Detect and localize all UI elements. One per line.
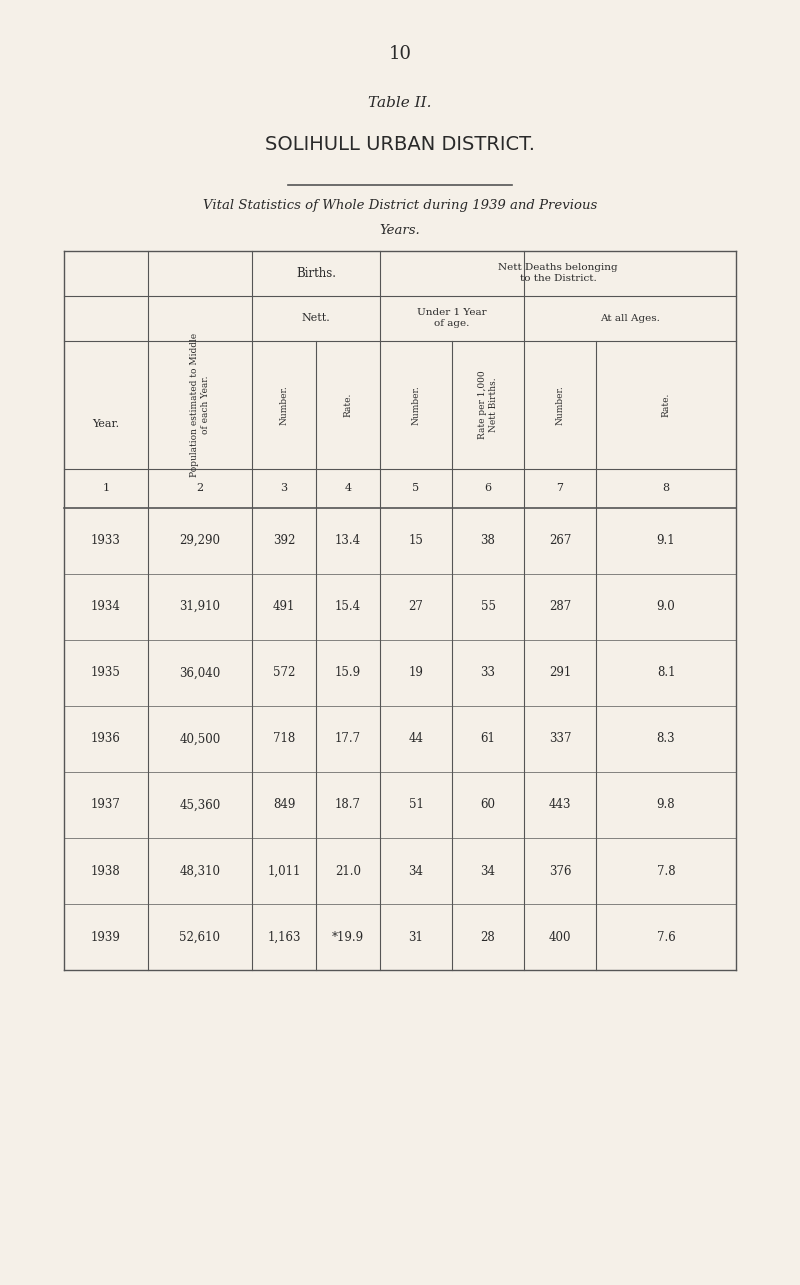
Text: Births.: Births. (296, 266, 336, 280)
Text: 10: 10 (389, 45, 411, 63)
Text: At all Ages.: At all Ages. (600, 314, 660, 323)
Text: 40,500: 40,500 (179, 732, 221, 745)
Text: 5: 5 (413, 483, 419, 493)
Text: 17.7: 17.7 (335, 732, 361, 745)
Text: 19: 19 (409, 667, 423, 680)
Text: 44: 44 (409, 732, 423, 745)
Text: 718: 718 (273, 732, 295, 745)
Text: Number.: Number. (555, 386, 565, 424)
Text: 3: 3 (281, 483, 287, 493)
Text: 1,011: 1,011 (267, 865, 301, 878)
Text: 291: 291 (549, 667, 571, 680)
Text: Rate.: Rate. (343, 393, 353, 416)
Text: 9.1: 9.1 (657, 535, 675, 547)
Text: Under 1 Year
of age.: Under 1 Year of age. (417, 308, 487, 328)
Text: 38: 38 (481, 535, 495, 547)
Text: 1938: 1938 (91, 865, 121, 878)
Text: 51: 51 (409, 798, 423, 811)
Text: 572: 572 (273, 667, 295, 680)
Text: Number.: Number. (411, 386, 421, 424)
Text: 1934: 1934 (91, 600, 121, 613)
Text: 33: 33 (481, 667, 495, 680)
Text: 1935: 1935 (91, 667, 121, 680)
Text: 31: 31 (409, 930, 423, 943)
Text: 7: 7 (557, 483, 563, 493)
Text: 27: 27 (409, 600, 423, 613)
Text: 267: 267 (549, 535, 571, 547)
Text: 1,163: 1,163 (267, 930, 301, 943)
Text: 491: 491 (273, 600, 295, 613)
Text: Population estimated to Middle
of each Year.: Population estimated to Middle of each Y… (190, 333, 210, 477)
Text: 34: 34 (409, 865, 423, 878)
Text: 849: 849 (273, 798, 295, 811)
Text: 13.4: 13.4 (335, 535, 361, 547)
Text: 376: 376 (549, 865, 571, 878)
Text: Nett Deaths belonging
to the District.: Nett Deaths belonging to the District. (498, 263, 618, 283)
Text: 4: 4 (345, 483, 351, 493)
Text: SOLIHULL URBAN DISTRICT.: SOLIHULL URBAN DISTRICT. (265, 135, 535, 154)
Text: 443: 443 (549, 798, 571, 811)
Text: Number.: Number. (279, 386, 289, 424)
Text: 15: 15 (409, 535, 423, 547)
Text: Vital Statistics of Whole District during 1939 and Previous: Vital Statistics of Whole District durin… (203, 199, 597, 212)
Text: Years.: Years. (380, 224, 420, 236)
Text: 21.0: 21.0 (335, 865, 361, 878)
Text: 31,910: 31,910 (179, 600, 221, 613)
Text: Table II.: Table II. (368, 96, 432, 111)
Text: 392: 392 (273, 535, 295, 547)
Text: 2: 2 (197, 483, 203, 493)
Text: 337: 337 (549, 732, 571, 745)
Text: Year.: Year. (93, 419, 119, 429)
Text: 61: 61 (481, 732, 495, 745)
Text: 7.8: 7.8 (657, 865, 675, 878)
Text: 36,040: 36,040 (179, 667, 221, 680)
Text: 52,610: 52,610 (179, 930, 221, 943)
Text: 1939: 1939 (91, 930, 121, 943)
Text: 28: 28 (481, 930, 495, 943)
Text: Rate per 1,000
Nett Births.: Rate per 1,000 Nett Births. (478, 370, 498, 439)
Text: 6: 6 (485, 483, 491, 493)
Text: 1937: 1937 (91, 798, 121, 811)
Text: Nett.: Nett. (302, 314, 330, 323)
Text: Rate.: Rate. (662, 393, 670, 416)
Text: 9.0: 9.0 (657, 600, 675, 613)
Text: 8: 8 (662, 483, 670, 493)
Text: 1: 1 (102, 483, 110, 493)
Text: 400: 400 (549, 930, 571, 943)
Text: 287: 287 (549, 600, 571, 613)
Text: 8.3: 8.3 (657, 732, 675, 745)
Text: *19.9: *19.9 (332, 930, 364, 943)
Text: 15.4: 15.4 (335, 600, 361, 613)
Text: 60: 60 (481, 798, 495, 811)
Text: 18.7: 18.7 (335, 798, 361, 811)
Text: 8.1: 8.1 (657, 667, 675, 680)
Text: 1936: 1936 (91, 732, 121, 745)
Text: 45,360: 45,360 (179, 798, 221, 811)
Text: 15.9: 15.9 (335, 667, 361, 680)
Text: 1933: 1933 (91, 535, 121, 547)
Text: 7.6: 7.6 (657, 930, 675, 943)
Text: 29,290: 29,290 (179, 535, 221, 547)
Text: 9.8: 9.8 (657, 798, 675, 811)
Text: 48,310: 48,310 (179, 865, 221, 878)
Text: 55: 55 (481, 600, 495, 613)
Text: 34: 34 (481, 865, 495, 878)
